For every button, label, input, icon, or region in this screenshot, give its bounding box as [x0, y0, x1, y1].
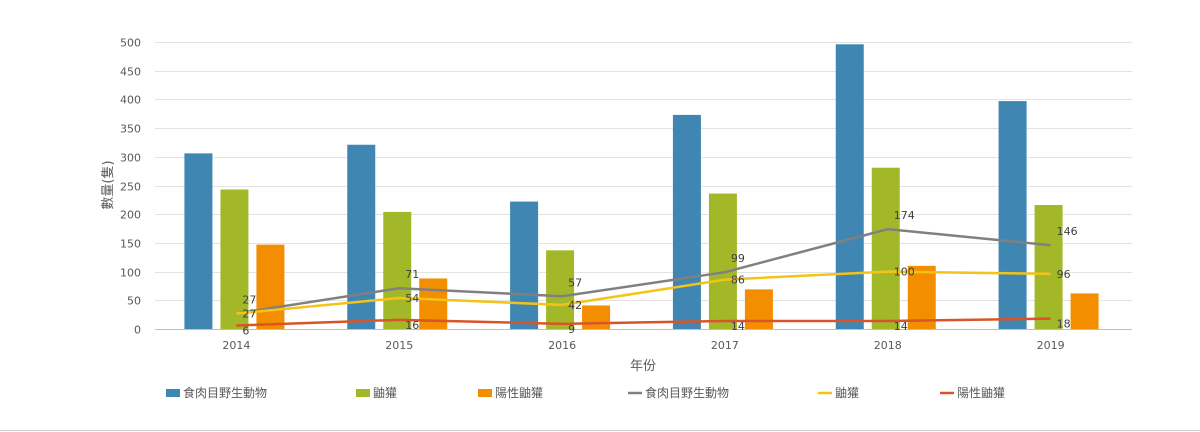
- bar-2: [1034, 205, 1063, 329]
- bar-3: [907, 265, 936, 329]
- y-tick-label: 150: [120, 238, 141, 251]
- x-tick-label: 2015: [385, 339, 413, 352]
- x-tick-label: 2014: [222, 339, 250, 352]
- y-tick-label: 400: [120, 94, 141, 107]
- bar-3: [256, 244, 285, 329]
- data-label: 174: [894, 209, 915, 222]
- bar-2: [220, 189, 249, 329]
- legend-label: 鼬獾: [373, 385, 397, 400]
- data-label: 100: [894, 266, 915, 279]
- data-label: 14: [731, 320, 745, 333]
- y-tick-label: 200: [120, 209, 141, 222]
- bar-3: [1070, 293, 1099, 329]
- bar-2: [383, 211, 412, 329]
- data-label: 27: [242, 294, 256, 307]
- data-label: 71: [405, 268, 419, 281]
- y-tick-label: 500: [120, 37, 141, 50]
- legend-label: 鼬獾: [835, 385, 859, 400]
- data-label: 14: [894, 320, 908, 333]
- bar-1: [998, 101, 1027, 329]
- legend-label: 陽性鼬獾: [495, 385, 543, 400]
- data-label: 6: [242, 325, 249, 338]
- legend-label: 食肉目野生動物: [183, 385, 267, 400]
- bar-1: [347, 144, 376, 329]
- data-label: 18: [1057, 318, 1071, 331]
- data-label: 27: [242, 308, 256, 321]
- y-tick-label: 0: [134, 324, 141, 337]
- bar-2: [546, 250, 575, 329]
- legend-swatch: [166, 389, 180, 397]
- bar-2: [871, 167, 900, 329]
- legend-label: 陽性鼬獾: [957, 385, 1005, 400]
- data-label: 146: [1057, 225, 1078, 238]
- x-tick-label: 2019: [1037, 339, 1065, 352]
- y-tick-label: 50: [127, 295, 141, 308]
- line-series-3: [236, 317, 1051, 327]
- y-tick-label: 450: [120, 66, 141, 79]
- legend-swatch: [356, 389, 370, 397]
- legend-swatch: [478, 389, 492, 397]
- x-axis-label: 年份: [630, 359, 656, 374]
- y-tick-label: 350: [120, 123, 141, 136]
- data-label: 42: [568, 299, 582, 312]
- data-label: 99: [731, 252, 745, 265]
- bar-1: [672, 114, 701, 329]
- y-tick-label: 100: [120, 267, 141, 280]
- bar-3: [582, 305, 611, 329]
- line-series-2: [236, 270, 1051, 315]
- y-tick-label: 250: [120, 181, 141, 194]
- data-label: 86: [731, 274, 745, 287]
- line-series-1: [236, 227, 1051, 315]
- bar-3: [744, 289, 773, 329]
- x-tick-label: 2016: [548, 339, 576, 352]
- y-tick-label: 300: [120, 152, 141, 165]
- x-tick-label: 2017: [711, 339, 739, 352]
- data-label: 54: [405, 292, 419, 305]
- bar-1: [184, 153, 213, 329]
- legend-label: 食肉目野生動物: [645, 385, 729, 400]
- data-label: 16: [405, 319, 419, 332]
- data-label: 96: [1057, 268, 1071, 281]
- bar-2: [708, 193, 737, 329]
- x-tick-label: 2018: [874, 339, 902, 352]
- y-axis-label: 數量(隻): [101, 160, 116, 209]
- bar-1: [835, 44, 864, 330]
- bar-1: [510, 201, 539, 329]
- data-label: 9: [568, 323, 575, 336]
- data-label: 57: [568, 276, 582, 289]
